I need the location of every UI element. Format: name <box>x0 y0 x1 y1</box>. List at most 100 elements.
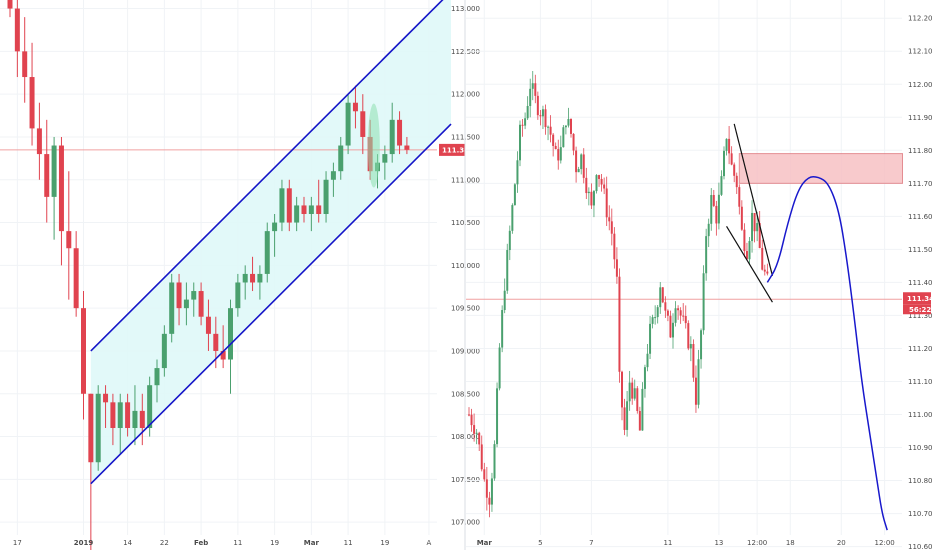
candle-body <box>564 125 567 128</box>
candle-body <box>585 177 588 194</box>
candle-body <box>666 310 669 316</box>
candle-body <box>761 247 764 270</box>
candle-body <box>478 432 481 445</box>
candle-body <box>508 230 511 251</box>
x-tick-label: Feb <box>194 539 208 547</box>
candle-body <box>526 105 529 119</box>
candle-body <box>598 175 601 179</box>
candle-body <box>748 241 751 260</box>
candle-body <box>705 236 708 274</box>
candle-body <box>272 222 278 232</box>
candle-body <box>651 317 654 324</box>
candle-body <box>702 273 705 331</box>
candle-body <box>242 273 248 283</box>
candle-body <box>235 282 241 309</box>
candle-body <box>404 145 410 150</box>
channel-fill <box>90 0 451 484</box>
candle-body <box>687 323 690 349</box>
candle-body <box>513 184 516 206</box>
candle-body <box>36 128 42 155</box>
candle-body <box>496 388 499 445</box>
candle-body <box>147 385 153 428</box>
candle-body <box>621 371 623 408</box>
candle-body <box>294 205 300 223</box>
channel-upper-line <box>90 0 444 352</box>
y-tick-label: 111.300 <box>908 312 932 320</box>
y-tick-label: 111.100 <box>908 378 932 386</box>
candle-body <box>169 282 175 334</box>
candle-body <box>628 382 631 402</box>
x-tick-label: 19 <box>380 539 389 547</box>
candle-body <box>257 273 263 283</box>
candle-body <box>577 169 580 173</box>
x-tick-label: Mar <box>477 539 493 547</box>
candle-body <box>547 126 550 128</box>
candle-body <box>580 154 583 170</box>
candle-body <box>554 145 557 150</box>
x-tick-label: 19 <box>270 539 279 547</box>
candle-body <box>751 212 754 242</box>
candle-body <box>483 469 486 480</box>
candle-body <box>638 411 641 431</box>
candle-body <box>753 212 756 232</box>
candle-body <box>473 425 476 434</box>
y-tick-label: 110.700 <box>908 510 932 518</box>
candle-body <box>679 310 682 316</box>
candle-body <box>352 102 358 112</box>
price-tag <box>903 292 931 305</box>
x-tick-label: Mar <box>304 539 320 547</box>
candle-body <box>740 206 743 230</box>
candle-body <box>738 187 741 207</box>
candle-body <box>649 323 652 354</box>
candle-body <box>534 83 537 96</box>
candle-body <box>592 191 595 206</box>
candle-body <box>656 307 659 318</box>
countdown-tag <box>903 304 931 315</box>
candle-body <box>338 145 344 172</box>
candle-body <box>733 164 736 176</box>
candle-body <box>549 126 552 135</box>
y-tick-label: 111.400 <box>908 279 932 287</box>
candle-body <box>154 368 160 386</box>
candle-body <box>766 271 769 274</box>
candle-body <box>521 124 524 126</box>
candle-body <box>519 124 521 161</box>
candle-body <box>470 414 473 426</box>
candle-body <box>103 393 109 403</box>
candle-body <box>623 407 626 430</box>
candle-body <box>758 223 761 248</box>
x-tick-label: 18 <box>786 539 795 547</box>
candle-body <box>743 229 746 252</box>
candle-body <box>125 402 131 428</box>
candle-body <box>501 310 504 348</box>
candle-body <box>498 347 501 389</box>
candle-body <box>176 282 182 309</box>
y-tick-label: 111.000 <box>908 411 932 419</box>
candle-body <box>66 231 72 249</box>
x-tick-label: 14 <box>123 539 132 547</box>
candle-body <box>73 248 79 309</box>
candle-body <box>608 217 611 222</box>
candle-body <box>301 205 307 214</box>
candle-body <box>110 402 116 428</box>
left-chart-panel: 113.000112.500112.000111.500111.000110.5… <box>0 0 480 550</box>
candle-body <box>587 191 590 194</box>
wedge-upper-line <box>733 123 774 276</box>
candle-body <box>682 315 685 317</box>
candle-body <box>250 273 256 283</box>
y-tick-label: 110.900 <box>908 444 932 452</box>
x-tick-label: 22 <box>160 539 169 547</box>
candle-body <box>161 333 167 369</box>
candle-body <box>330 171 336 180</box>
candle-body <box>595 175 598 192</box>
candle-body <box>692 344 695 378</box>
x-tick-label: 13 <box>714 539 723 547</box>
candle-body <box>536 95 539 116</box>
candle-body <box>88 393 94 463</box>
x-tick-label: 12:00 <box>747 539 767 547</box>
candle-body <box>631 382 634 399</box>
candle-body <box>382 154 388 163</box>
candle-body <box>531 83 534 89</box>
x-tick-label: 11 <box>233 539 242 547</box>
candle-body <box>567 118 570 126</box>
